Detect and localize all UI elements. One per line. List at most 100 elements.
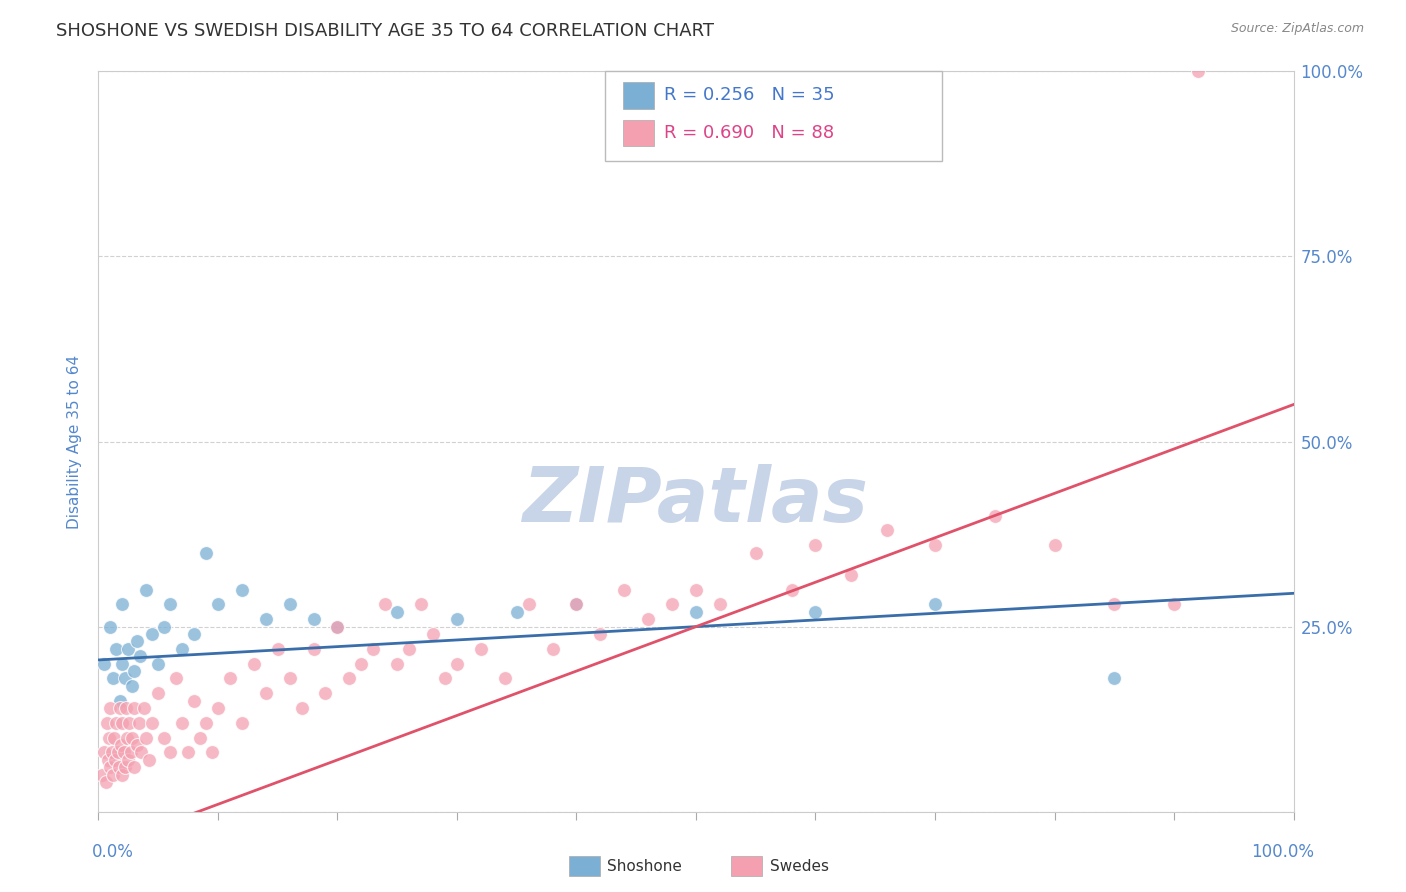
Point xyxy=(876,524,898,538)
Point xyxy=(177,746,200,760)
Point xyxy=(128,715,150,730)
Point xyxy=(302,612,325,626)
Point xyxy=(111,767,134,781)
Point xyxy=(804,605,827,619)
Point xyxy=(494,672,516,686)
Point xyxy=(121,731,143,745)
Point xyxy=(135,582,157,597)
Point xyxy=(446,657,468,671)
Point xyxy=(302,641,325,656)
Point xyxy=(114,672,136,686)
Point xyxy=(120,746,142,760)
Point xyxy=(254,686,277,700)
Point xyxy=(201,746,224,760)
Point xyxy=(434,672,457,686)
Point xyxy=(267,641,290,656)
Point xyxy=(121,679,143,693)
Point xyxy=(165,672,187,686)
Point xyxy=(315,686,337,700)
Text: R = 0.256   N = 35: R = 0.256 N = 35 xyxy=(664,87,834,104)
Point xyxy=(183,627,205,641)
Point xyxy=(398,641,420,656)
Point xyxy=(129,649,152,664)
Point xyxy=(111,657,134,671)
Point xyxy=(141,715,163,730)
Point xyxy=(153,619,176,633)
Point xyxy=(98,701,122,715)
Point xyxy=(363,641,385,656)
Point xyxy=(172,641,194,656)
Text: 0.0%: 0.0% xyxy=(91,843,134,861)
Point xyxy=(98,760,122,774)
Point xyxy=(107,760,129,774)
Point xyxy=(96,715,118,730)
Point xyxy=(111,715,134,730)
Point xyxy=(254,612,277,626)
Point xyxy=(107,746,129,760)
Point xyxy=(470,641,492,656)
Point xyxy=(108,701,131,715)
Point xyxy=(183,694,205,708)
Point xyxy=(661,598,683,612)
Text: R = 0.690   N = 88: R = 0.690 N = 88 xyxy=(664,124,834,142)
Point xyxy=(446,612,468,626)
Point xyxy=(1043,538,1066,552)
Point xyxy=(231,715,253,730)
Point xyxy=(207,701,229,715)
Point xyxy=(108,694,131,708)
Point xyxy=(745,546,768,560)
Point xyxy=(138,753,160,767)
Point xyxy=(131,746,153,760)
Point xyxy=(148,657,170,671)
Point xyxy=(98,619,122,633)
Point xyxy=(326,619,349,633)
Point xyxy=(804,538,827,552)
Point xyxy=(1163,598,1185,612)
Point xyxy=(1104,598,1126,612)
Point xyxy=(1104,672,1126,686)
Point xyxy=(93,657,115,671)
Point xyxy=(124,760,146,774)
Text: ZIPatlas: ZIPatlas xyxy=(523,464,869,538)
Point xyxy=(104,753,127,767)
Point xyxy=(112,746,135,760)
Point xyxy=(506,605,529,619)
Point xyxy=(118,715,141,730)
Point xyxy=(613,582,636,597)
Point xyxy=(411,598,433,612)
Point xyxy=(984,508,1007,523)
Point xyxy=(517,598,540,612)
Point xyxy=(219,672,242,686)
Point xyxy=(685,605,707,619)
Point xyxy=(278,672,301,686)
Point xyxy=(93,746,115,760)
Text: 100.0%: 100.0% xyxy=(1251,843,1315,861)
Point xyxy=(141,627,163,641)
Point xyxy=(924,538,946,552)
Point xyxy=(98,731,121,745)
Point xyxy=(565,598,588,612)
Point xyxy=(195,546,218,560)
Point xyxy=(94,775,117,789)
Point xyxy=(780,582,803,597)
Point xyxy=(385,605,409,619)
Point xyxy=(188,731,211,745)
Point xyxy=(125,738,148,752)
Point xyxy=(159,598,181,612)
Point xyxy=(117,641,139,656)
Point xyxy=(231,582,253,597)
Point xyxy=(339,672,361,686)
Y-axis label: Disability Age 35 to 64: Disability Age 35 to 64 xyxy=(67,354,83,529)
Point xyxy=(1187,64,1209,78)
Point xyxy=(291,701,314,715)
Point xyxy=(97,753,120,767)
Point xyxy=(114,760,136,774)
Point xyxy=(637,612,659,626)
Point xyxy=(350,657,373,671)
Point xyxy=(132,701,155,715)
Point xyxy=(115,731,138,745)
Point xyxy=(100,746,122,760)
Point xyxy=(541,641,564,656)
Point xyxy=(385,657,409,671)
Point xyxy=(172,715,194,730)
